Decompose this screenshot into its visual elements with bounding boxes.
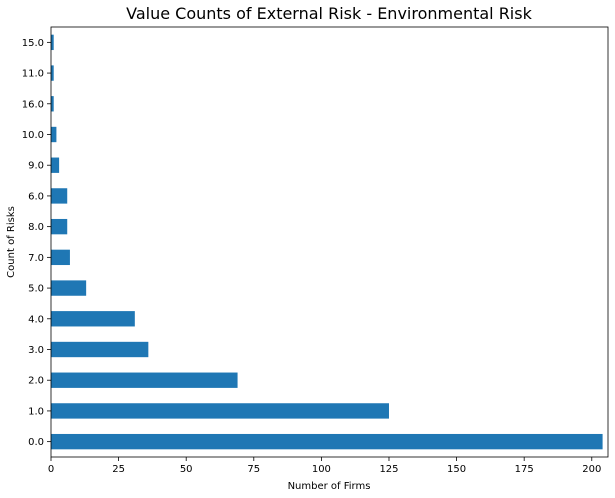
x-tick-label: 50 <box>180 464 193 475</box>
x-tick-label: 0 <box>48 464 54 475</box>
bar-4.0 <box>51 311 135 327</box>
y-tick-label: 0.0 <box>28 437 44 448</box>
y-tick-label: 2.0 <box>28 376 44 387</box>
x-axis-label: Number of Firms <box>288 481 371 492</box>
bar-3.0 <box>51 341 149 358</box>
y-tick-label: 5.0 <box>28 284 44 295</box>
bar-0.0 <box>51 433 603 450</box>
y-ticks-group: 0.0 1.0 2.0 3.0 4.0 5.0 7.0 8.0 6.0 9.0 10.0 16.0 11… <box>22 38 51 448</box>
bar-5.0 <box>51 280 87 296</box>
bar-16.0 <box>51 96 54 112</box>
x-tick-label: 200 <box>582 464 601 475</box>
y-tick-label: 7.0 <box>28 253 44 264</box>
bar-2.0 <box>51 372 238 388</box>
y-tick-label: 10.0 <box>22 130 44 141</box>
y-tick-label: 3.0 <box>28 345 44 356</box>
bar-11.0 <box>51 65 54 81</box>
bar-10.0 <box>51 126 57 143</box>
bar-6.0 <box>51 188 68 204</box>
y-tick-label: 1.0 <box>28 406 44 417</box>
x-tick-label: 75 <box>247 464 260 475</box>
chart-title: Value Counts of External Risk - Environm… <box>126 4 532 23</box>
bar-7.0 <box>51 249 70 266</box>
y-tick-label: 15.0 <box>22 38 44 49</box>
y-tick-label: 4.0 <box>28 314 44 325</box>
bar-9.0 <box>51 157 60 173</box>
bar-1.0 <box>51 403 389 419</box>
x-tick-label: 125 <box>379 464 398 475</box>
x-ticks-group: 0 25 50 75 100 125 150 175 200 <box>48 457 601 475</box>
y-tick-label: 11.0 <box>22 69 44 80</box>
y-tick-label: 8.0 <box>28 222 44 233</box>
x-tick-label: 175 <box>515 464 534 475</box>
x-tick-label: 100 <box>312 464 331 475</box>
y-tick-label: 6.0 <box>28 191 44 202</box>
bar-8.0 <box>51 218 68 235</box>
bar-15.0 <box>51 34 54 51</box>
bars-group <box>51 34 603 450</box>
y-tick-label: 9.0 <box>28 161 44 172</box>
plot-frame <box>50 26 609 458</box>
y-tick-label: 16.0 <box>22 99 44 110</box>
x-tick-label: 25 <box>112 464 125 475</box>
y-axis-label: Count of Risks <box>6 206 17 278</box>
x-tick-label: 150 <box>447 464 466 475</box>
